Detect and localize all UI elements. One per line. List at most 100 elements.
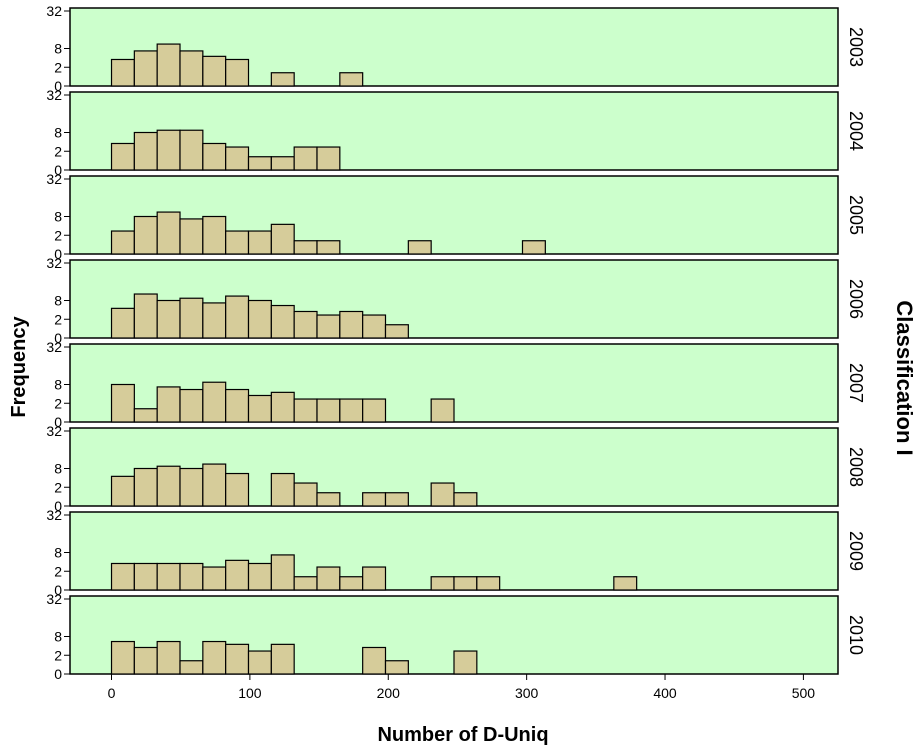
y-tick-label: 2	[54, 563, 62, 579]
y-tick-label: 32	[46, 255, 62, 271]
histogram-bar	[339, 576, 364, 591]
facet-label: 2009	[846, 531, 866, 571]
histogram-bar	[110, 307, 135, 339]
histogram-bar	[156, 640, 181, 675]
histogram-bar	[316, 146, 341, 171]
histogram-bar	[270, 391, 295, 423]
y-tick-label: 8	[54, 545, 62, 561]
histogram-bar	[133, 646, 158, 675]
histogram-bar	[179, 129, 204, 171]
histogram-bar	[202, 55, 227, 87]
histogram-bar	[133, 408, 158, 423]
histogram-bar	[293, 146, 318, 171]
histogram-bar	[133, 293, 158, 339]
facet-panel-2009: 0 2 8 32 2009	[46, 507, 866, 598]
histogram-bar	[110, 383, 135, 423]
histogram-bar	[384, 492, 409, 507]
y-tick-label: 32	[46, 339, 62, 355]
histogram-bar	[133, 215, 158, 255]
y-tick-label: 2	[54, 479, 62, 495]
histogram-bar	[316, 566, 341, 591]
histogram-bar	[179, 50, 204, 87]
histogram-bar	[247, 562, 272, 591]
histogram-bar	[293, 240, 318, 255]
y-tick-label: 8	[54, 377, 62, 393]
histogram-bar	[476, 576, 501, 591]
y-tick-label: 8	[54, 629, 62, 645]
y-tick-label: 2	[54, 647, 62, 663]
histogram-bar	[156, 299, 181, 339]
facet-label: 2008	[846, 447, 866, 487]
histogram-bar	[156, 386, 181, 423]
histogram-bar	[430, 482, 455, 507]
histogram-bar	[110, 58, 135, 87]
histogram-bar	[293, 398, 318, 423]
x-tick-label: 200	[377, 685, 401, 701]
y-tick-label: 2	[54, 59, 62, 75]
histogram-bar	[179, 218, 204, 255]
facet-label: 2003	[846, 27, 866, 67]
histogram-bar	[156, 465, 181, 507]
histogram-bar	[247, 394, 272, 423]
x-tick-label: 400	[653, 685, 677, 701]
histogram-bar	[453, 650, 478, 675]
y-tick-label: 2	[54, 311, 62, 327]
histogram-bar	[270, 643, 295, 675]
histogram-bar	[133, 131, 158, 171]
histogram-bar	[339, 398, 364, 423]
histogram-bar	[156, 562, 181, 591]
histogram-bar	[453, 492, 478, 507]
histogram-bar	[339, 72, 364, 87]
histogram-bar	[133, 467, 158, 507]
histogram-bar	[202, 302, 227, 339]
histogram-bar	[225, 643, 250, 675]
histogram-bar	[225, 58, 250, 87]
y-tick-label: 0	[54, 582, 62, 598]
y-tick-label: 8	[54, 293, 62, 309]
histogram-bar	[225, 388, 250, 423]
facet-panel-2008: 0 2 8 32 2008	[46, 423, 866, 514]
histogram-bar	[293, 310, 318, 339]
histogram-bar	[384, 324, 409, 339]
histogram-bar	[225, 559, 250, 591]
y-tick-label: 0	[54, 666, 62, 682]
y-tick-label: 32	[46, 87, 62, 103]
histogram-bar	[202, 566, 227, 591]
histogram-bar	[247, 299, 272, 339]
facet-panel-2005: 0 2 8 32 2005	[46, 171, 866, 262]
histogram-bar	[270, 304, 295, 339]
facet-axis-title: Classification I	[892, 300, 917, 455]
histogram-bar	[225, 472, 250, 507]
x-axis: 0 100 200 300 400 500	[108, 674, 816, 701]
y-tick-label: 32	[46, 591, 62, 607]
histogram-bar	[430, 398, 455, 423]
y-tick-label: 2	[54, 227, 62, 243]
histogram-bar	[202, 142, 227, 171]
histogram-bar	[156, 43, 181, 87]
x-tick-label: 500	[792, 685, 816, 701]
histogram-bar	[202, 640, 227, 675]
histogram-bar	[407, 240, 432, 255]
y-tick-label: 32	[46, 171, 62, 187]
histogram-bar	[362, 566, 387, 591]
histogram-bar	[133, 562, 158, 591]
x-tick-label: 300	[515, 685, 539, 701]
histogram-bar	[316, 398, 341, 423]
y-tick-label: 32	[46, 3, 62, 19]
y-tick-label: 0	[54, 162, 62, 178]
y-tick-label: 0	[54, 246, 62, 262]
histogram-bar	[110, 230, 135, 255]
y-axis-title: Frequency	[8, 316, 30, 418]
facet-panel-2004: 0 2 8 32 2004	[46, 87, 866, 178]
histogram-bar	[133, 50, 158, 87]
y-tick-label: 0	[54, 78, 62, 94]
facet-label: 2010	[846, 615, 866, 655]
panels-layer: 0 2 8 32 2003 0 2 8 32 2004 0 2 8 32 2005 0 2 8 32 2006 0 2 8 3…	[46, 3, 866, 682]
histogram-bar	[339, 310, 364, 339]
y-tick-label: 0	[54, 414, 62, 430]
histogram-bar	[362, 492, 387, 507]
histogram-bar	[270, 72, 295, 87]
histogram-bar	[521, 240, 546, 255]
